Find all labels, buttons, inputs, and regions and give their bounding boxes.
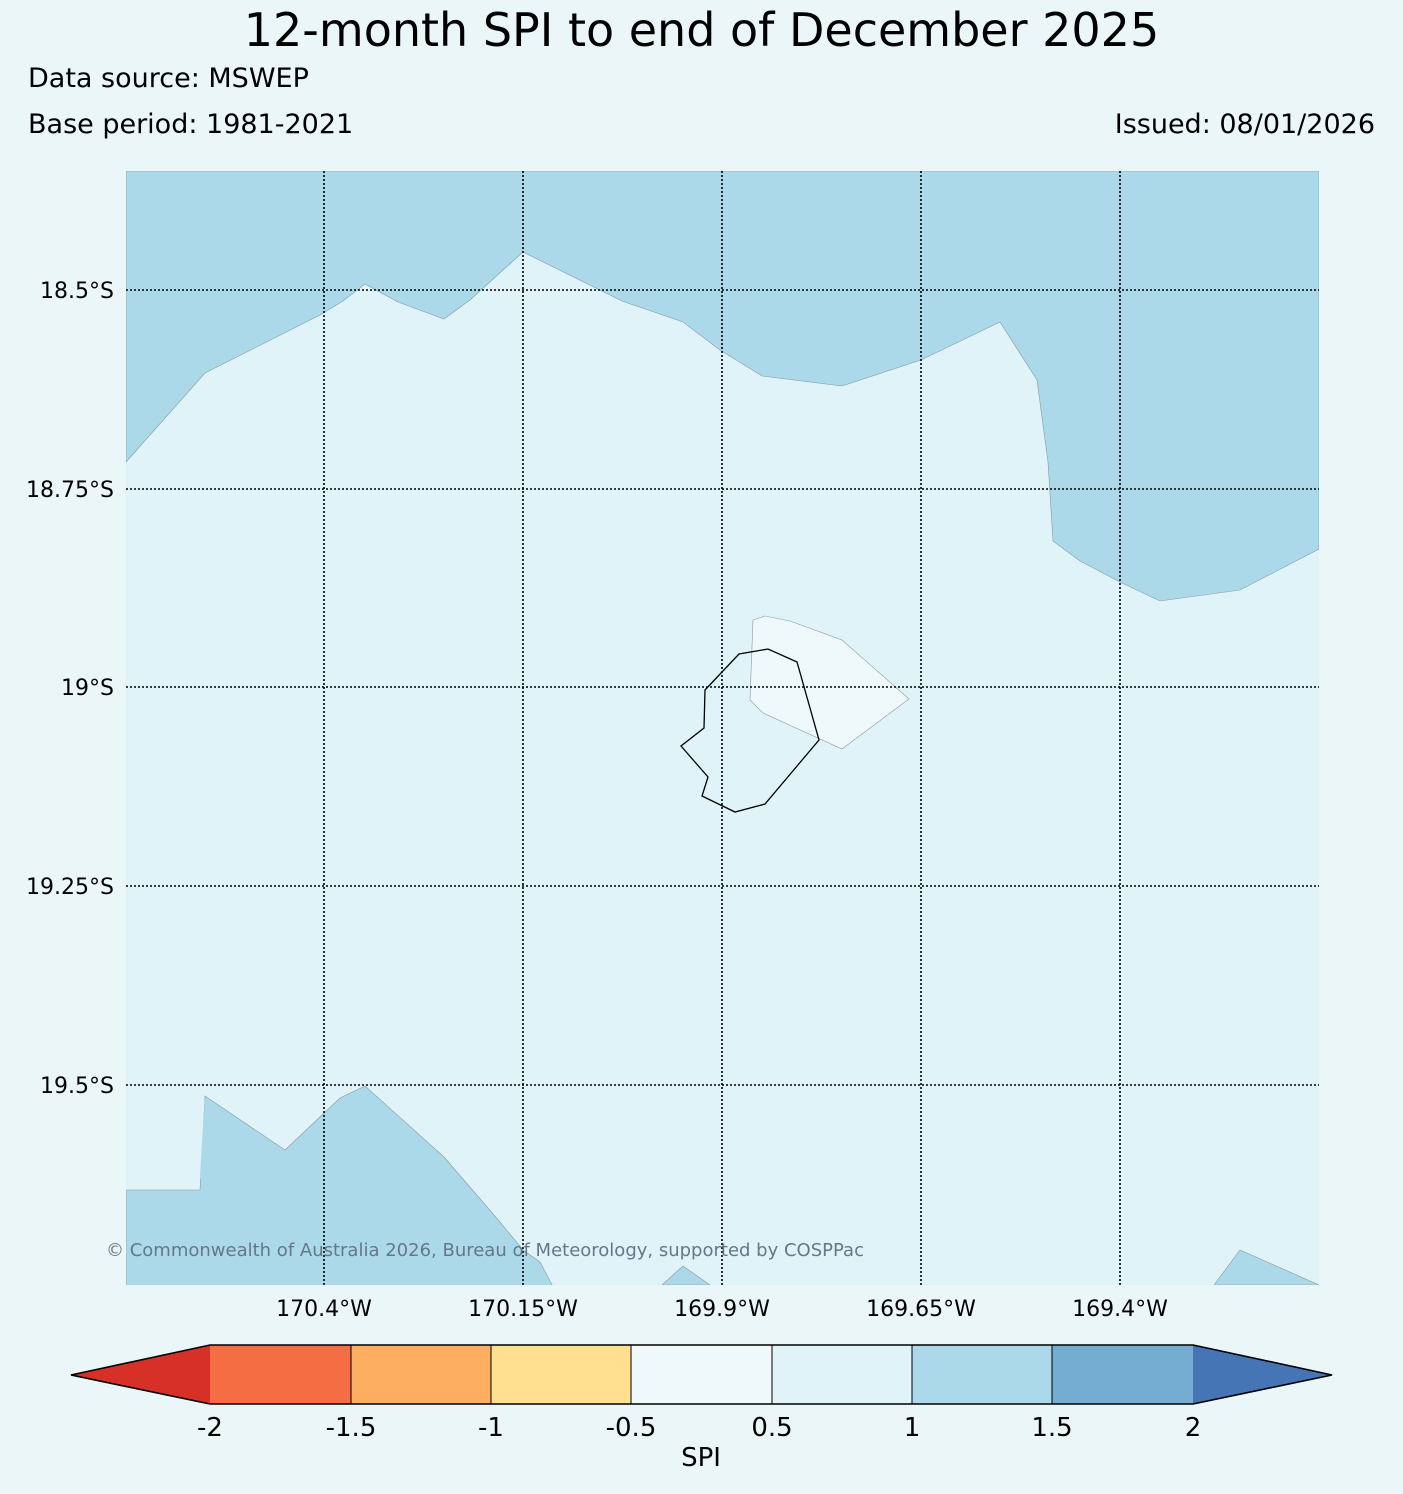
spi-high-region-north bbox=[126, 171, 1319, 602]
colorbar: -2 -1.5 -1 -0.5 0.5 1 1.5 2 SPI bbox=[70, 1344, 1333, 1473]
colorbar-segment bbox=[912, 1345, 1052, 1404]
spi-high-region-southwest bbox=[126, 1085, 553, 1285]
lat-label: 18.75°S bbox=[26, 478, 114, 503]
colorbar-tick-label: 1 bbox=[904, 1413, 921, 1443]
issued-date-label: Issued: 08/01/2026 bbox=[1114, 109, 1375, 140]
colorbar-extend-high bbox=[1193, 1345, 1332, 1404]
colorbar-extend-low bbox=[71, 1345, 210, 1404]
colorbar-tick-label: -2 bbox=[197, 1413, 223, 1443]
lat-label: 19.5°S bbox=[40, 1074, 114, 1099]
longitude-labels: 170.4°W 170.15°W 169.9°W 169.65°W 169.4°… bbox=[276, 1297, 1168, 1322]
colorbar-segment bbox=[210, 1345, 351, 1404]
colorbar-dividers bbox=[350, 1345, 1053, 1404]
spi-near-normal-region bbox=[749, 615, 910, 750]
lat-label: 19°S bbox=[61, 676, 114, 701]
map-title: 12-month SPI to end of December 2025 bbox=[243, 3, 1160, 57]
latitude-labels: 18.5°S 18.75°S 19°S 19.25°S 19.5°S bbox=[26, 279, 114, 1099]
lat-label: 18.5°S bbox=[40, 279, 114, 304]
colorbar-segment bbox=[351, 1345, 491, 1404]
colorbar-axis-label: SPI bbox=[681, 1443, 721, 1473]
colorbar-ticks: -2 -1.5 -1 -0.5 0.5 1 1.5 2 bbox=[197, 1413, 1201, 1443]
island-coastline bbox=[680, 648, 820, 813]
colorbar-tick-label: -0.5 bbox=[606, 1413, 657, 1443]
colorbar-segment bbox=[631, 1345, 772, 1404]
colorbar-tick-label: 2 bbox=[1185, 1413, 1202, 1443]
lon-label: 170.15°W bbox=[468, 1297, 578, 1322]
colorbar-segment bbox=[1052, 1345, 1193, 1404]
base-period-label: Base period: 1981-2021 bbox=[28, 109, 354, 140]
colorbar-segment bbox=[772, 1345, 912, 1404]
spi-high-region-southwest-edge bbox=[200, 1096, 205, 1200]
lon-label: 169.4°W bbox=[1072, 1297, 1168, 1322]
lon-label: 169.65°W bbox=[866, 1297, 976, 1322]
lon-label: 169.9°W bbox=[674, 1297, 770, 1322]
colorbar-tick-label: 1.5 bbox=[1031, 1413, 1072, 1443]
spi-high-region-south-east bbox=[1213, 1249, 1319, 1285]
lon-label: 170.4°W bbox=[276, 1297, 372, 1322]
copyright-notice: © Commonwealth of Australia 2026, Bureau… bbox=[106, 1240, 864, 1261]
data-source-label: Data source: MSWEP bbox=[28, 63, 309, 94]
colorbar-tick-label: -1.5 bbox=[326, 1413, 377, 1443]
colorbar-segment bbox=[491, 1345, 631, 1404]
colorbar-outline bbox=[70, 1344, 1333, 1405]
map-panel bbox=[126, 171, 1319, 1285]
spi-high-region-south-center bbox=[661, 1265, 711, 1285]
graticule bbox=[126, 171, 1319, 1285]
colorbar-tick-label: -1 bbox=[478, 1413, 504, 1443]
colorbar-tick-label: 0.5 bbox=[751, 1413, 792, 1443]
lat-label: 19.25°S bbox=[26, 875, 114, 900]
